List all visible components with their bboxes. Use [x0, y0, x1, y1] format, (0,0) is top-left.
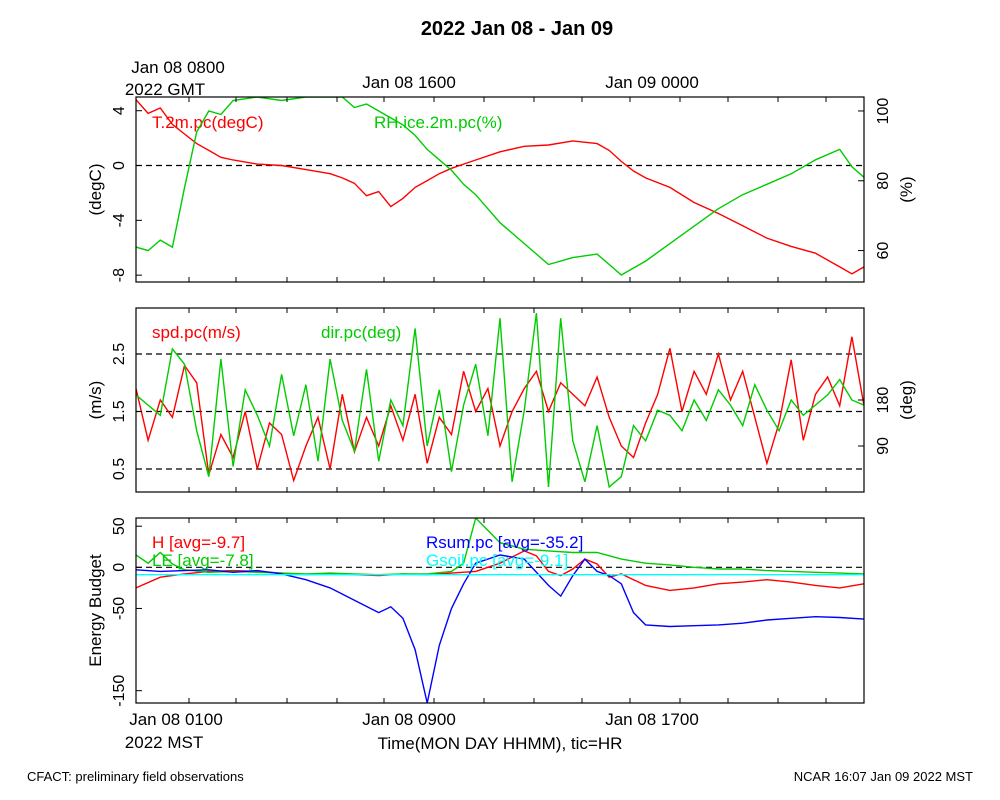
series-line-rh — [136, 97, 864, 276]
y-left-tick-label: -150 — [111, 675, 128, 707]
bottom-time-label-2: Jan 08 1700 — [605, 710, 699, 729]
y-left-tick-label: 0 — [111, 563, 128, 572]
series-line-dir — [136, 313, 864, 489]
bottom-time-label-1: Jan 08 0900 — [362, 710, 456, 729]
top-zone-label: 2022 GMT — [125, 80, 205, 99]
y-left-axis-label: Energy Budget — [86, 554, 105, 667]
wind-panel: spd.pc(m/s) dir.pc(deg) 2.5 1.5 0.5 180 90 (m/s… — [86, 307, 916, 493]
panel-frame — [135, 96, 865, 283]
legend-label-1: RH.ice.2m.pc(%) — [374, 113, 502, 132]
top-time-label-1: Jan 08 1600 — [362, 73, 456, 92]
y-right-tick-label: 100 — [875, 98, 892, 125]
panel-frame — [135, 307, 865, 493]
x-axis-label: Time(MON DAY HHMM), tic=HR — [378, 734, 623, 753]
y-right-tick-label: 80 — [875, 172, 892, 190]
y-left-tick-label: 0 — [111, 161, 128, 170]
footer-right: NCAR 16:07 Jan 09 2022 MST — [794, 769, 973, 784]
bottom-time-label-0: Jan 08 0100 — [129, 710, 223, 729]
y-left-tick-label: -50 — [111, 597, 128, 620]
legend-label-0: T.2m.pc(degC) — [152, 113, 263, 132]
y-left-tick-label: 1.5 — [111, 400, 128, 422]
legend-label-1: dir.pc(deg) — [321, 323, 401, 342]
y-left-tick-label: 4 — [111, 106, 128, 115]
y-left-tick-label: -8 — [111, 268, 128, 282]
y-left-tick-label: 2.5 — [111, 343, 128, 365]
series-line-rsum — [136, 554, 864, 703]
y-right-axis-label: (deg) — [897, 380, 916, 420]
legend-label-3: Gsoil.pc [avg=-9.1] — [426, 551, 568, 570]
footer-left: CFACT: preliminary field observations — [27, 769, 244, 784]
y-right-tick-label: 60 — [875, 242, 892, 260]
y-right-tick-label: 180 — [875, 387, 892, 414]
series-line-le — [136, 518, 864, 576]
temperature-humidity-panel: T.2m.pc(degC) RH.ice.2m.pc(%) 4 0 -4 -8 100 80 6… — [86, 96, 916, 283]
y-right-axis-label: (%) — [897, 176, 916, 202]
y-left-tick-label: 50 — [111, 517, 128, 535]
series-line-spd — [136, 336, 864, 483]
y-right-tick-label: 90 — [875, 437, 892, 455]
legend-label-0: spd.pc(m/s) — [152, 323, 241, 342]
top-time-label-2: Jan 09 0000 — [605, 73, 699, 92]
chart-title: 2022 Jan 08 - Jan 09 — [421, 18, 613, 40]
legend-label-1: LE [avg=-7.8] — [152, 551, 254, 570]
legend-label-2: Rsum.pc [avg=-35.2] — [426, 533, 583, 552]
panel-frame — [135, 517, 865, 704]
y-left-tick-label: 0.5 — [111, 458, 128, 480]
y-left-tick-label: -4 — [111, 213, 128, 227]
bottom-zone-label: 2022 MST — [125, 733, 203, 752]
y-left-axis-label: (degC) — [86, 164, 105, 216]
y-left-axis-label: (m/s) — [86, 381, 105, 420]
energy-budget-panel: H [avg=-9.7]LE [avg=-7.8] Rsum.pc [avg=-3… — [86, 517, 865, 707]
top-time-label-0: Jan 08 0800 — [131, 58, 225, 77]
legend-label-0: H [avg=-9.7] — [152, 533, 245, 552]
